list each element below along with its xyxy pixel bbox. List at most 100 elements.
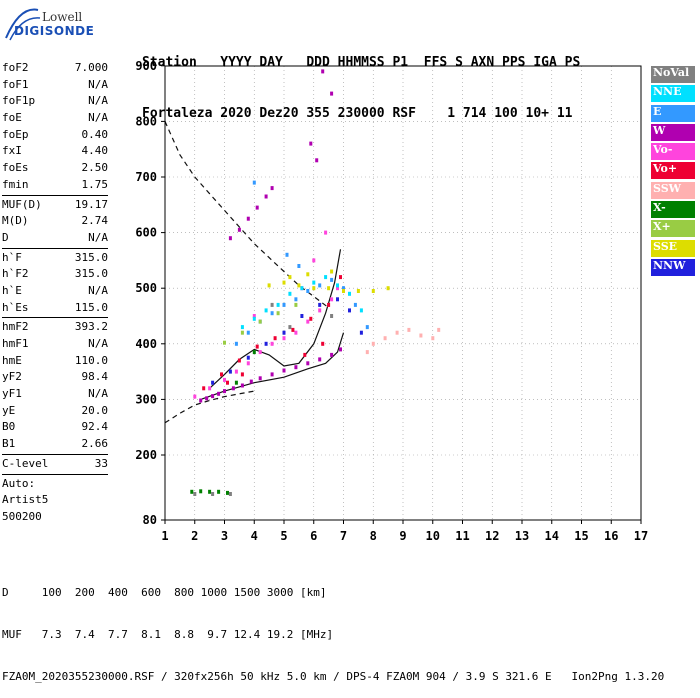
param-value: N/A: [88, 337, 108, 350]
param-row: foEp 0.40: [2, 127, 108, 144]
param-name: fmin: [2, 177, 29, 191]
echo-point: [211, 492, 215, 496]
echo-point: [193, 394, 197, 399]
x-tick-label: 1: [161, 529, 168, 543]
echo-point: [437, 327, 441, 332]
echo-point: [312, 286, 316, 291]
param-value: 33: [94, 456, 108, 470]
echo-point: [255, 344, 259, 349]
echo-point: [339, 275, 342, 280]
footer-panel: D 100 200 400 600 800 1000 1500 3000 [km…: [2, 558, 664, 698]
echo-point: [273, 336, 277, 341]
legend-entry: Vo-: [651, 143, 695, 161]
param-row: foEs 2.50: [2, 160, 108, 177]
y-tick-label: 700: [135, 170, 157, 184]
x-tick-label: 17: [634, 529, 648, 543]
param-value: 115.0: [74, 300, 108, 314]
echo-point: [407, 327, 411, 332]
echo-point: [282, 368, 286, 373]
echo-point: [258, 350, 262, 355]
echo-point: [348, 291, 351, 296]
param-separator: [2, 473, 108, 475]
echo-point: [300, 314, 304, 318]
echo-point: [223, 389, 226, 394]
param-row: foF2 7.000: [2, 60, 108, 77]
param-row: B1 2.66: [2, 436, 108, 453]
echo-point: [199, 398, 203, 403]
param-value: N/A: [88, 77, 108, 91]
echo-point: [270, 341, 274, 346]
param-name: B1: [2, 437, 16, 451]
echo-point: [240, 330, 244, 335]
param-value: 1.75: [81, 177, 109, 191]
echo-point: [324, 275, 328, 280]
station-header: Station YYYY DAY DDD HHMMSS P1 FFS S AXN…: [142, 20, 580, 139]
param-name: M(D): [2, 214, 29, 228]
param-row: yE 20.0: [2, 403, 108, 420]
param-name: h`Es: [2, 300, 29, 314]
x-tick-label: 6: [310, 529, 317, 543]
param-name: h`E: [2, 283, 22, 297]
echo-point: [294, 297, 298, 302]
param-row: fxI 4.40: [2, 143, 108, 160]
header-values: Fortaleza 2020 Dez20 355 230000 RSF 1 71…: [142, 106, 573, 121]
param-separator: [2, 317, 108, 319]
echo-point: [321, 341, 325, 346]
echo-point: [306, 319, 310, 324]
param-row: MUF(D) 19.17: [2, 197, 108, 214]
param-name: foEs: [2, 161, 29, 175]
echo-point: [223, 340, 226, 345]
param-row: D N/A: [2, 230, 108, 247]
param-row: h`Es 115.0: [2, 300, 108, 317]
echo-point: [226, 490, 229, 495]
echo-point: [306, 361, 310, 366]
auto-scaling-info: 500200: [2, 509, 42, 523]
param-name: hmF1: [2, 337, 29, 350]
echo-point: [226, 380, 229, 385]
echo-point: [303, 352, 307, 357]
param-row: foF1p N/A: [2, 93, 108, 110]
echo-point: [336, 283, 339, 288]
param-separator: [2, 194, 108, 196]
x-tick-label: 15: [574, 529, 588, 543]
param-name: yF2: [2, 370, 22, 384]
y-tick-label: 200: [135, 448, 157, 462]
legend-entry: X-: [651, 201, 695, 219]
param-row: fmin 1.75: [2, 177, 108, 194]
legend-entry: Vo+: [651, 162, 695, 180]
echo-point: [330, 297, 334, 302]
param-row: B0 92.4: [2, 419, 108, 436]
y-tick-label: 400: [135, 337, 157, 351]
echo-point: [282, 280, 286, 285]
x-tick-label: 9: [399, 529, 406, 543]
legend-entry: NNE: [651, 85, 695, 103]
echo-point: [342, 286, 345, 291]
echo-point: [190, 489, 194, 494]
param-value: N/A: [88, 230, 108, 244]
auto-scaling-info: Auto:: [2, 476, 36, 490]
echo-point: [330, 269, 334, 274]
param-name: D: [2, 230, 9, 244]
param-name: yF1: [2, 387, 22, 401]
x-tick-label: 16: [604, 529, 618, 543]
param-value: N/A: [88, 111, 108, 125]
legend-entry: SSE: [651, 239, 695, 257]
echo-point: [208, 489, 212, 494]
echo-point: [237, 227, 241, 232]
echo-point: [282, 330, 286, 335]
echo-point: [193, 492, 197, 496]
echo-point: [237, 358, 241, 363]
echo-point: [205, 396, 209, 401]
echo-point: [282, 302, 286, 307]
echo-point: [220, 372, 223, 377]
echo-point: [223, 377, 226, 382]
echo-point: [252, 180, 256, 185]
param-value: 2.66: [81, 437, 109, 451]
echo-point: [211, 394, 215, 399]
echo-point: [327, 302, 331, 307]
legend-entry: X+: [651, 220, 695, 238]
logo-emblem-icon: [5, 8, 41, 41]
echo-point: [270, 186, 274, 191]
param-name: fxI: [2, 144, 22, 158]
param-value: 2.50: [81, 161, 109, 175]
